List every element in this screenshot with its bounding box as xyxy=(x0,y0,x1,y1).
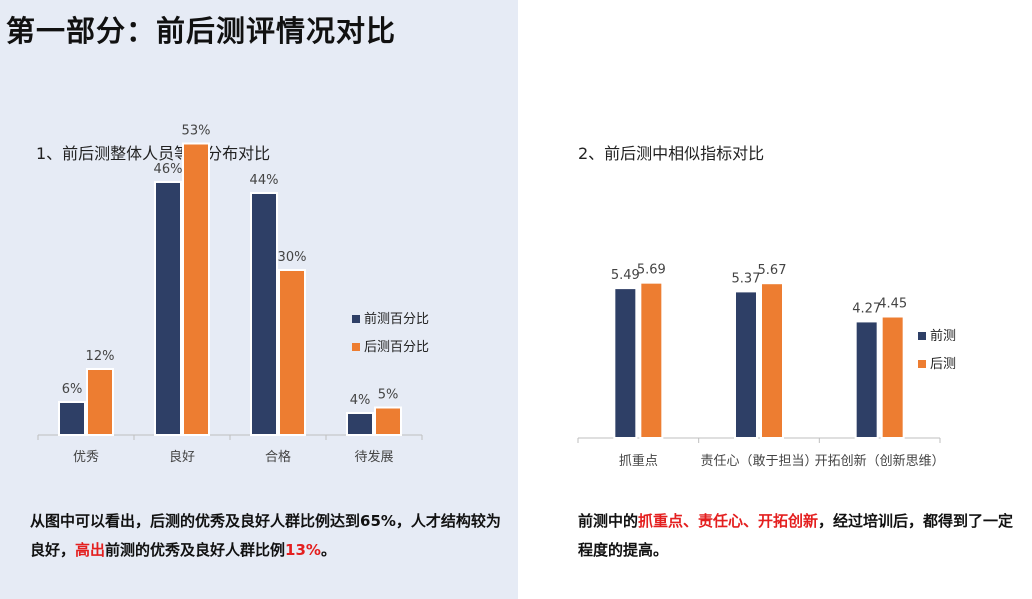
bar xyxy=(639,281,664,439)
bar xyxy=(250,192,278,436)
summary-right: 前测中的抓重点、责任心、开拓创新，经过培训后，都得到了一定程度的提高。 xyxy=(578,507,1028,565)
bar xyxy=(734,290,758,439)
chart1-title: 1、前后测整体人员等级分布对比 xyxy=(36,144,271,163)
legend-swatch xyxy=(352,315,360,323)
category-label: 开拓创新（创新思维） xyxy=(815,453,945,469)
summary-left-highlight-2: 13% xyxy=(285,541,321,559)
bar xyxy=(346,412,374,436)
bar xyxy=(854,320,879,439)
category-label: 待发展 xyxy=(354,449,393,465)
category-label: 良好 xyxy=(169,449,195,465)
data-label: 4% xyxy=(350,393,371,408)
bar xyxy=(278,269,306,436)
category-label: 优秀 xyxy=(73,450,99,465)
summary-right-text-1: 前测中的 xyxy=(578,512,639,530)
bar xyxy=(760,282,784,440)
data-label: 46% xyxy=(154,162,183,177)
page-title: 第一部分：前后测评情况对比 xyxy=(6,14,397,48)
bar xyxy=(374,406,402,436)
bar xyxy=(86,368,114,436)
data-label: 44% xyxy=(250,173,279,188)
legend-label: 前测百分比 xyxy=(364,311,429,327)
legend-swatch xyxy=(918,360,926,368)
data-label: 12% xyxy=(86,349,115,364)
summary-left-text-3: 。 xyxy=(320,541,336,559)
summary-left: 从图中可以看出，后测的优秀及良好人群比例达到65%，人才结构较为良好，高出前测的… xyxy=(30,507,508,565)
summary-left-highlight-1: 高出 xyxy=(75,541,106,559)
legend-swatch xyxy=(918,332,926,340)
legend-label: 后测 xyxy=(930,357,956,372)
bar xyxy=(58,401,86,436)
data-label: 5% xyxy=(378,388,399,403)
data-label: 5.69 xyxy=(637,263,666,278)
data-label: 5.37 xyxy=(732,271,761,286)
summary-right-text-2: ，经过培训后，都得到了一定程度的提高。 xyxy=(578,512,1014,559)
chart2-title: 2、前后测中相似指标对比 xyxy=(578,144,765,163)
legend-label: 后测百分比 xyxy=(364,340,429,355)
data-label: 4.45 xyxy=(878,297,907,312)
data-label: 53% xyxy=(182,124,211,139)
summary-left-text-1: 从图中可以看出，后测的优秀及良好人群比例达到65%，人才结构较为良好， xyxy=(30,512,501,559)
summary-right-highlight: 抓重点、责任心、开拓创新 xyxy=(638,512,819,530)
data-label: 30% xyxy=(278,250,307,265)
data-label: 6% xyxy=(62,382,83,397)
bar xyxy=(880,315,905,439)
legend-label: 前测 xyxy=(930,328,956,344)
bar xyxy=(613,287,638,439)
category-label: 合格 xyxy=(265,449,291,465)
bar xyxy=(182,142,210,436)
legend-swatch xyxy=(352,343,360,351)
data-label: 5.49 xyxy=(611,268,640,283)
category-label: 责任心（敢于担当） xyxy=(700,454,817,469)
data-label: 5.67 xyxy=(758,263,787,278)
data-label: 4.27 xyxy=(852,301,881,316)
bar xyxy=(154,181,182,436)
category-label: 抓重点 xyxy=(619,453,658,469)
summary-left-text-2: 前测的优秀及良好人群比例 xyxy=(105,541,286,559)
